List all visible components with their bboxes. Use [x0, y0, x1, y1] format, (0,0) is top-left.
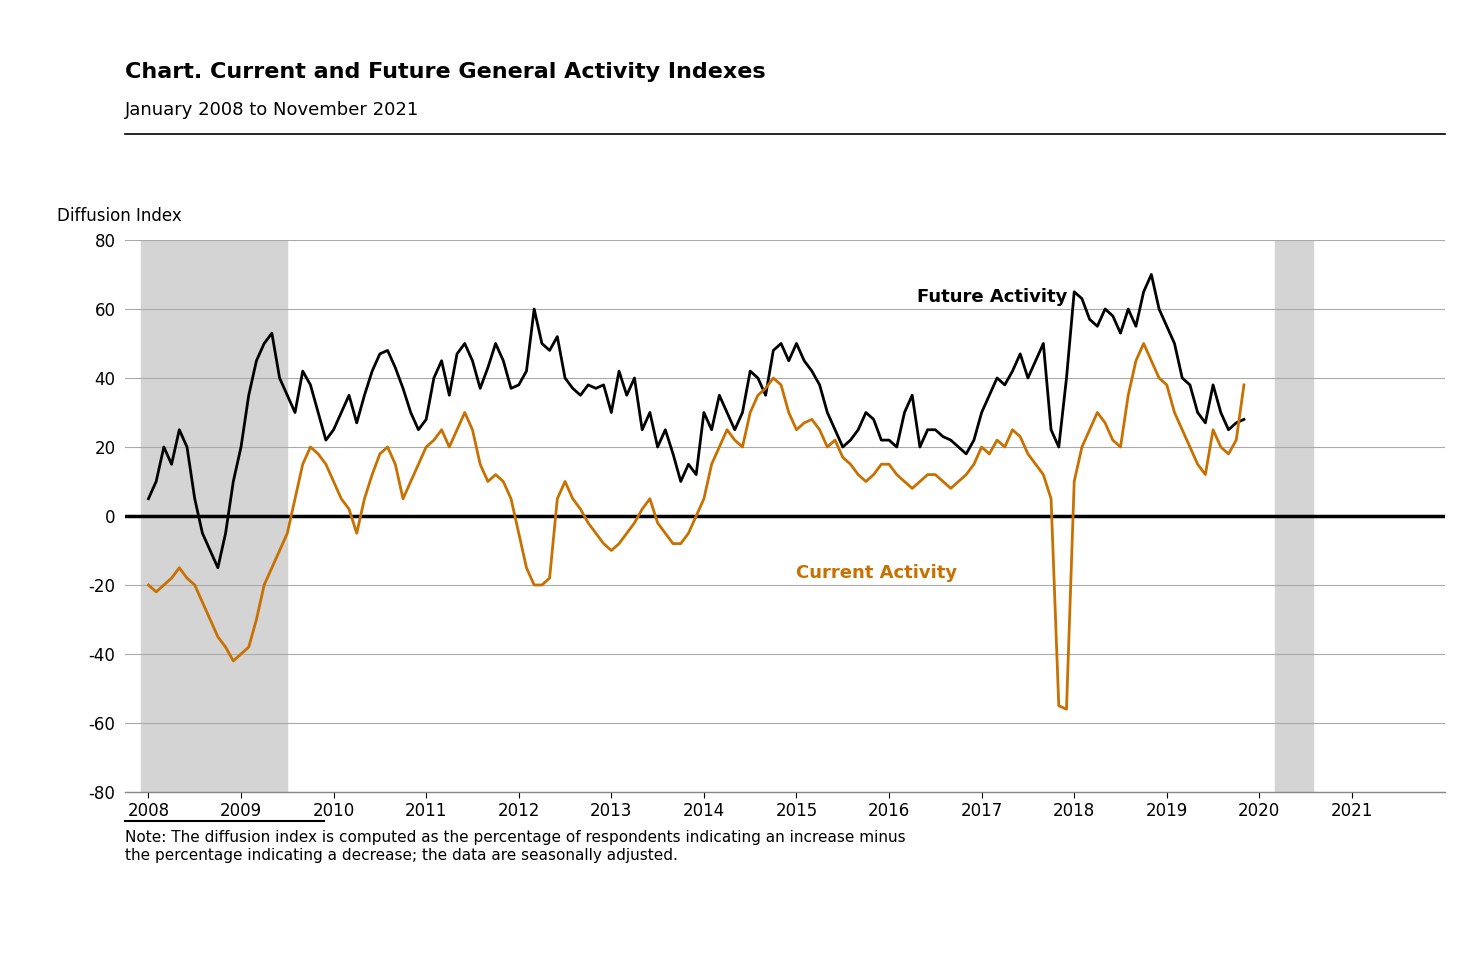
Text: Chart. Current and Future General Activity Indexes: Chart. Current and Future General Activi… — [125, 62, 766, 83]
Text: Current Activity: Current Activity — [796, 564, 958, 582]
Text: Diffusion Index: Diffusion Index — [56, 207, 181, 225]
Text: Note: The diffusion index is computed as the percentage of respondents indicatin: Note: The diffusion index is computed as… — [125, 830, 907, 863]
Bar — [140, 240, 287, 792]
Bar — [1275, 240, 1313, 792]
Text: January 2008 to November 2021: January 2008 to November 2021 — [125, 101, 420, 119]
Text: Future Activity: Future Activity — [917, 288, 1067, 306]
